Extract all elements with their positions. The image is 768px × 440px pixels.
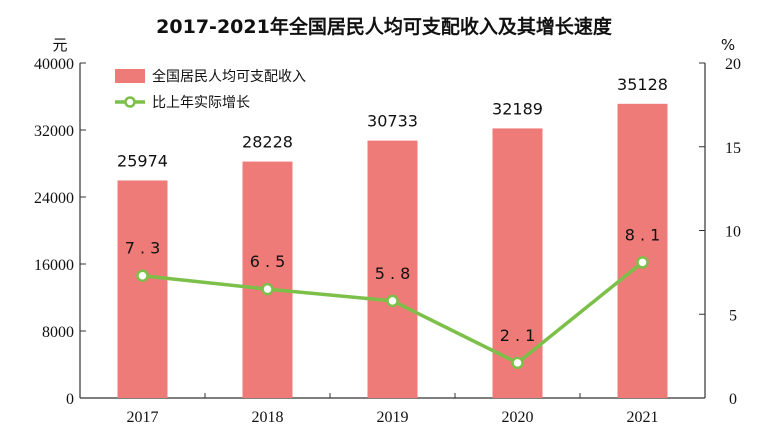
legend-label-growth: 比上年实际增长 [152,95,250,111]
bar-value-label: 28228 [242,133,293,152]
left-tick-label: 16000 [34,257,74,274]
growth-point [511,356,524,370]
x-tick-label: 2018 [252,409,284,426]
legend: 全国居民人均可支配收入 比上年实际增长 [115,68,306,111]
growth-value-label: 8 . 1 [625,225,661,244]
x-tick-label: 2017 [127,409,159,426]
left-axis-unit: 元 [52,36,67,54]
growth-value-label: 5 . 8 [375,264,411,283]
bar-series [117,103,668,399]
bar [242,161,293,398]
left-tick-label: 24000 [34,190,74,207]
right-axis-unit: % [721,36,735,54]
left-tick-label: 40000 [34,56,74,73]
right-tick-label: 10 [725,224,741,241]
x-tick-label: 2021 [627,409,659,426]
growth-value-label: 6 . 5 [250,252,286,271]
bar-value-label: 30733 [367,112,418,131]
y-axis-ticks: 0 8000 16000 24000 32000 40000 0 5 10 15 20 [34,56,741,408]
chart-title: 2017-2021年全国居民人均可支配收入及其增长速度 [156,15,613,38]
growth-point [636,256,649,269]
right-tick-label: 0 [729,391,737,408]
bar [617,103,668,398]
right-tick-label: 5 [729,307,737,324]
bar [367,140,418,398]
bar-value-label: 32189 [492,99,543,118]
right-tick-label: 20 [725,56,741,73]
growth-point [136,269,149,282]
line-series [136,256,649,370]
right-tick-label: 15 [725,140,741,157]
growth-value-label: 7 . 3 [125,239,161,258]
legend-swatch-growth-marker [124,96,136,108]
bar [117,180,168,398]
legend-label-income: 全国居民人均可支配收入 [152,68,306,85]
bar-value-label: 25974 [117,151,168,170]
growth-value-label: 2 . 1 [500,326,536,345]
legend-swatch-income [115,69,145,83]
growth-point [261,282,274,296]
x-tick-label: 2020 [502,409,534,426]
left-tick-label: 8000 [42,324,74,341]
x-tick-label: 2019 [377,409,409,426]
bar-value-label: 35128 [617,75,668,94]
left-tick-label: 32000 [34,123,74,140]
growth-point [386,294,399,308]
left-tick-label: 0 [66,391,74,408]
data-labels: 25974 28228 30733 32189 35128 7 . 3 6 . 5 5 . 8… [117,75,668,345]
x-axis-ticks: 2017 2018 2019 2020 2021 [127,393,659,426]
